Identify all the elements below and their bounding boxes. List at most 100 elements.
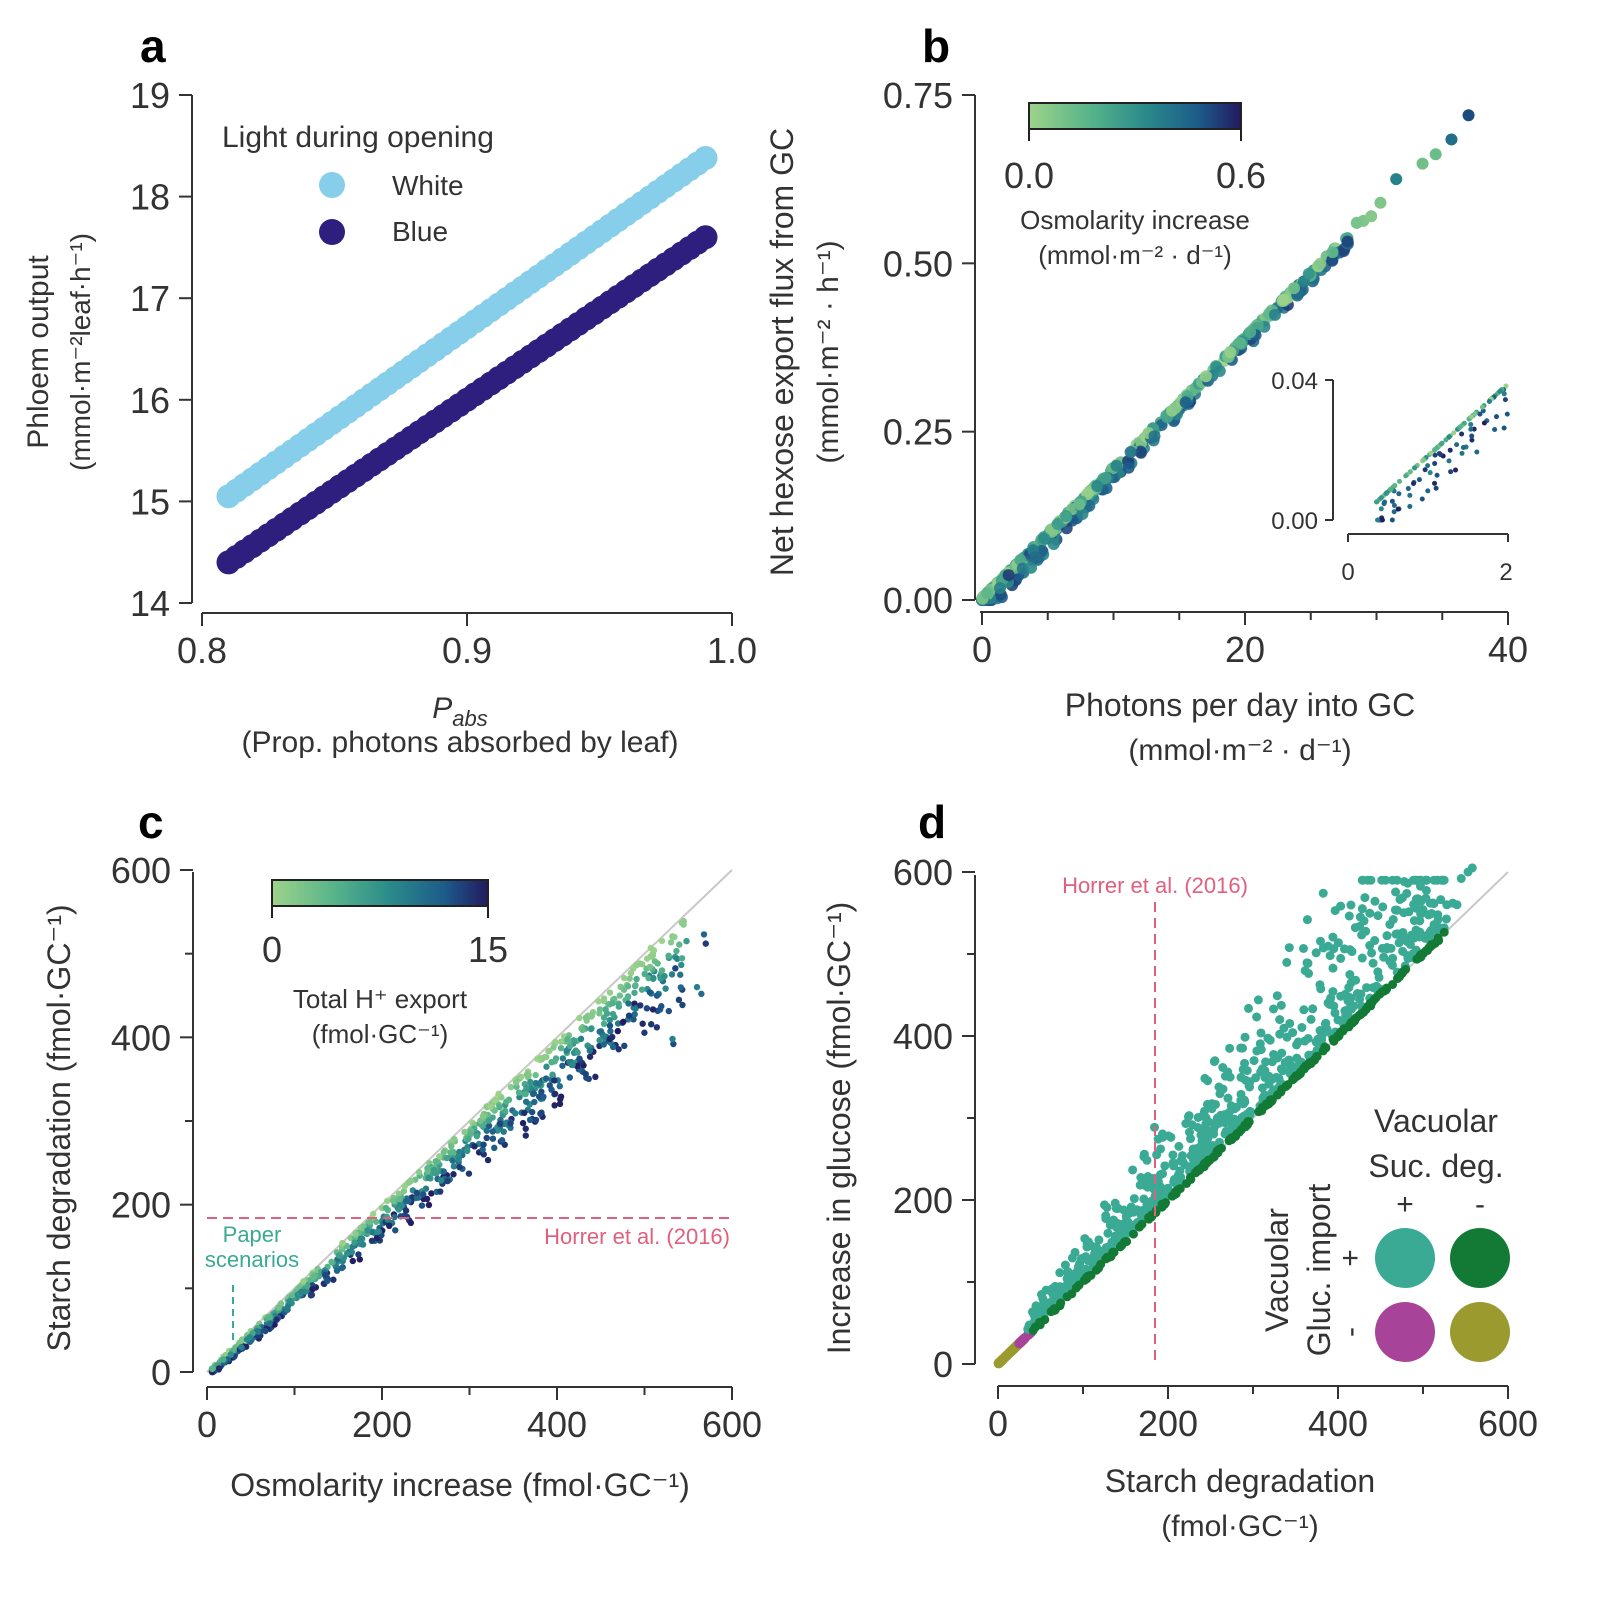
- panel-d-point: [1344, 983, 1354, 993]
- legend-label-white: White: [392, 170, 464, 201]
- panel-c-point: [596, 1037, 603, 1044]
- panel-c-point: [425, 1174, 432, 1182]
- panel-d-point: [1255, 1039, 1265, 1049]
- panel-c-point: [368, 1237, 376, 1245]
- panel-c-point: [646, 963, 654, 971]
- inset-point: [1443, 437, 1449, 443]
- panel-d-point: [1347, 947, 1357, 957]
- panel-d-point: [1367, 948, 1377, 958]
- panel-c-point: [702, 940, 709, 947]
- panel-c-point: [609, 1010, 617, 1018]
- panel-d-legend: Vacuolar Suc. deg. + - Vacuolar Gluc. im…: [1259, 1103, 1510, 1362]
- inset-point: [1461, 420, 1467, 426]
- panel-c-point: [670, 1040, 677, 1048]
- panel-d-point: [1349, 1001, 1359, 1011]
- panel-b-point: [1060, 510, 1073, 523]
- panel-c-point: [556, 1083, 563, 1090]
- panel-d-point: [1272, 991, 1282, 1001]
- panel-c-point: [639, 1020, 646, 1027]
- inset-point: [1378, 495, 1384, 501]
- inset-point: [1432, 446, 1438, 452]
- panel-b-point: [1224, 346, 1237, 359]
- panel-b-point: [993, 582, 1006, 595]
- panel-c-point: [402, 1198, 410, 1205]
- panel-d-point: [1254, 1107, 1264, 1117]
- inset-point: [1468, 421, 1474, 427]
- panel-d-point: [1346, 1018, 1356, 1028]
- panel-c-point: [607, 1028, 614, 1035]
- panel-d-point: [1311, 948, 1321, 958]
- inset-point: [1425, 488, 1431, 494]
- panel-b-point: [1326, 246, 1339, 259]
- panel-b-point: [1073, 498, 1086, 511]
- inset-point: [1432, 452, 1438, 458]
- panel-b-ytick-label: 0.25: [883, 412, 953, 453]
- colorbar-c-label2: (fmol·GC⁻¹): [312, 1019, 448, 1049]
- panel-c-point: [356, 1256, 363, 1263]
- panel-b-point: [1445, 133, 1458, 146]
- panel-d-point: [1256, 1067, 1266, 1077]
- panel-c-point: [564, 1036, 571, 1043]
- panel-c-point: [600, 997, 607, 1005]
- panel-c-point: [631, 1011, 638, 1018]
- panel-c-point: [678, 955, 686, 962]
- panel-c-point: [328, 1258, 335, 1266]
- panel-c-point: [364, 1227, 371, 1234]
- panel-d-xtick-label: 200: [1138, 1403, 1198, 1444]
- panel-c-point: [559, 1062, 566, 1069]
- inset-point: [1469, 437, 1475, 443]
- panel-d-point: [1289, 1073, 1299, 1083]
- panel-c-point: [273, 1316, 280, 1323]
- panel-c-point: [569, 1061, 576, 1069]
- panel-c-ticks: 0 200 400 600 0 200 400 600: [111, 850, 762, 1445]
- panel-c-point: [413, 1194, 421, 1201]
- panel-d-point: [1240, 1058, 1250, 1068]
- panel-a-point-white: [693, 145, 718, 170]
- panel-d-point: [1409, 916, 1419, 926]
- inset-point: [1412, 465, 1418, 471]
- panel-d-point: [1414, 932, 1424, 942]
- panel-c-point: [420, 1191, 427, 1198]
- panel-d-point: [1225, 1043, 1235, 1053]
- panel-b-point: [1179, 396, 1192, 409]
- panel-c-point: [307, 1292, 315, 1299]
- panel-d-point: [1241, 1075, 1251, 1085]
- panel-c-point: [503, 1098, 510, 1105]
- panel-c-point: [662, 985, 669, 992]
- panel-c-point: [246, 1334, 253, 1341]
- panel-a-xtick-label: 0.9: [442, 630, 492, 671]
- panel-b-point: [1326, 254, 1339, 267]
- panel-b-ytick-label: 0.00: [883, 580, 953, 621]
- panel-d-point: [1402, 936, 1412, 946]
- panel-d-point: [1360, 893, 1370, 903]
- inset-point: [1458, 424, 1464, 430]
- inset-point: [1477, 411, 1483, 417]
- panel-c-point: [338, 1264, 346, 1272]
- panel-d-point: [1373, 911, 1383, 921]
- panel-c-point: [631, 989, 638, 996]
- panel-d-point: [1253, 995, 1263, 1005]
- legend-row-title1: Vacuolar: [1259, 1208, 1295, 1332]
- panel-c-point: [630, 1016, 637, 1023]
- panel-c-point: [519, 1119, 527, 1127]
- panel-label-d: d: [918, 796, 946, 848]
- panel-c-point: [449, 1157, 456, 1164]
- panel-b-points: [976, 109, 1475, 606]
- inset-point: [1502, 397, 1508, 403]
- inset-point: [1448, 469, 1454, 475]
- panel-c-point: [566, 1042, 574, 1050]
- colorbar-b-label2: (mmol·m⁻² · d⁻¹): [1038, 240, 1232, 270]
- panel-c-point: [289, 1291, 296, 1299]
- panel-d-point: [1117, 1240, 1127, 1250]
- panel-d-point: [1101, 1243, 1111, 1253]
- panel-c-point: [557, 1038, 565, 1045]
- panel-c-point: [586, 1047, 594, 1054]
- inset-point: [1486, 399, 1492, 405]
- panel-c-point: [507, 1083, 515, 1091]
- inset-point: [1403, 473, 1409, 479]
- panel-c-point: [432, 1158, 439, 1165]
- panel-d-point: [1357, 904, 1367, 914]
- panel-b-point: [1002, 569, 1015, 582]
- panel-d-point: [1318, 888, 1328, 898]
- panel-d-point: [1325, 951, 1335, 961]
